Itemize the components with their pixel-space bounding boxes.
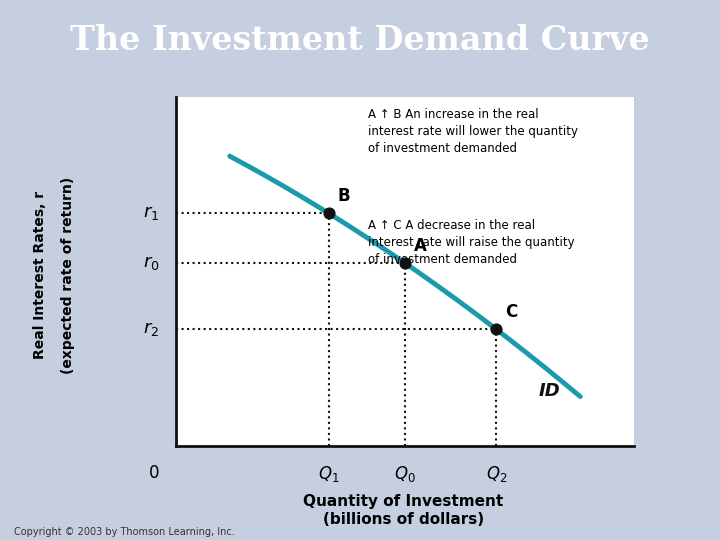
Point (399, 259, 410, 267)
Text: $Q_0$: $Q_0$ (394, 464, 416, 484)
Text: (expected rate of return): (expected rate of return) (61, 177, 76, 374)
Text: $r_0$: $r_0$ (143, 254, 160, 272)
Text: A: A (414, 237, 427, 255)
Text: $Q_2$: $Q_2$ (486, 464, 507, 484)
Text: $r_1$: $r_1$ (143, 204, 160, 222)
Text: B: B (338, 187, 351, 205)
Text: Real Interest Rates, r: Real Interest Rates, r (32, 191, 47, 360)
Text: $r_2$: $r_2$ (143, 320, 160, 339)
Text: A ↑ B An increase in the real
interest rate will lower the quantity
of investmen: A ↑ B An increase in the real interest r… (369, 107, 578, 154)
Text: Copyright © 2003 by Thomson Learning, Inc.: Copyright © 2003 by Thomson Learning, In… (14, 527, 235, 537)
Point (491, 325, 503, 334)
Text: A ↑ C A decrease in the real
interest rate will raise the quantity
of investment: A ↑ C A decrease in the real interest ra… (369, 219, 575, 266)
Point (323, 209, 335, 218)
Text: The Investment Demand Curve: The Investment Demand Curve (70, 24, 650, 57)
Text: $Q_1$: $Q_1$ (318, 464, 340, 484)
Text: Quantity of Investment
(billions of dollars): Quantity of Investment (billions of doll… (303, 494, 503, 526)
Text: C: C (505, 303, 518, 321)
Text: ID: ID (539, 382, 560, 400)
Text: 0: 0 (149, 464, 160, 482)
